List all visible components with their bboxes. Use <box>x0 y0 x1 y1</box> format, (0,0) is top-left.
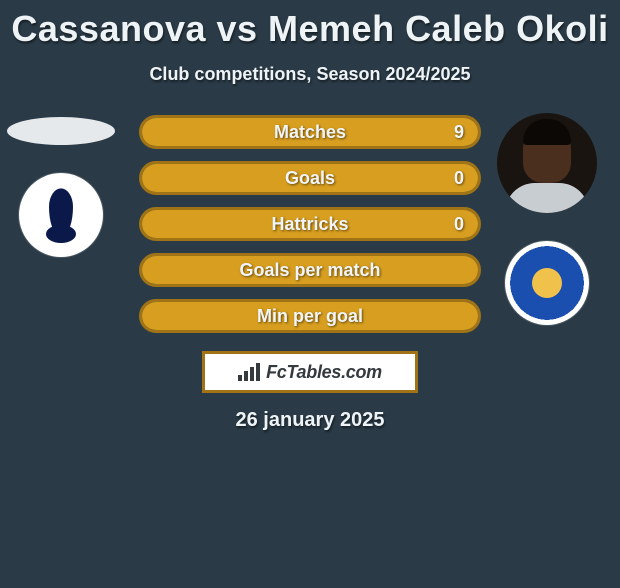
stat-row: Hattricks0 <box>139 207 481 241</box>
stat-row: Min per goal <box>139 299 481 333</box>
comparison-content: Matches9 Goals0 Hattricks0 Goals per match M… <box>0 113 620 432</box>
stat-row: Goals0 <box>139 161 481 195</box>
stat-row: Matches9 <box>139 115 481 149</box>
stat-row: Goals per match <box>139 253 481 287</box>
brand-text: FcTables.com <box>266 362 382 383</box>
right-column <box>492 113 602 325</box>
player-avatar-right <box>497 113 597 213</box>
stats-list: Matches9 Goals0 Hattricks0 Goals per match M… <box>139 113 481 333</box>
left-column <box>6 113 116 257</box>
club-badge-right <box>505 241 589 325</box>
date-line: 26 january 2025 <box>0 409 620 432</box>
bars-icon <box>238 363 260 381</box>
brand-box: FcTables.com <box>202 351 418 393</box>
club-badge-left <box>19 173 103 257</box>
page-subtitle: Club competitions, Season 2024/2025 <box>0 64 620 85</box>
player-avatar-left <box>7 117 115 145</box>
page-title: Cassanova vs Memeh Caleb Okoli <box>0 8 620 50</box>
